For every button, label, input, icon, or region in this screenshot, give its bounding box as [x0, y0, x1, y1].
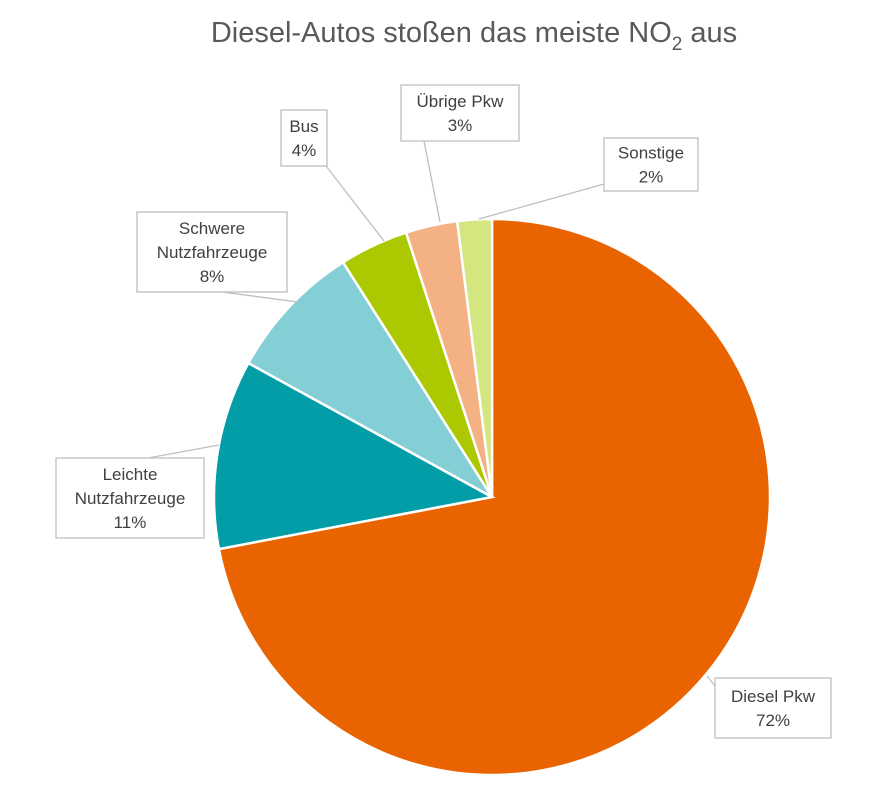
data-label-1: Leichte Nutzfahrzeuge 11%	[55, 457, 205, 539]
data-label-value-3: 4%	[292, 141, 317, 160]
data-label-name-4-0: Übrige Pkw	[417, 92, 505, 111]
leader-line-5	[478, 183, 605, 220]
pie-slices	[212, 217, 772, 777]
data-label-box-3	[280, 109, 328, 167]
data-label-name-2-0: Schwere	[179, 219, 245, 238]
chart-title-main: Diesel-Autos stoßen das meiste NO	[211, 17, 672, 49]
data-label-box-4	[400, 84, 520, 142]
chart-title-subscript: 2	[672, 34, 683, 55]
data-label-5: Sonstige 2%	[603, 137, 699, 192]
data-label-value-0: 72%	[756, 711, 790, 730]
data-label-4: Übrige Pkw 3%	[400, 84, 520, 142]
data-label-box-1	[55, 457, 205, 539]
data-label-box-0	[714, 677, 832, 739]
leader-line-4	[423, 140, 441, 223]
data-label-value-4: 3%	[448, 116, 473, 135]
data-label-0: Diesel Pkw 72%	[714, 677, 832, 739]
leader-line-3	[304, 165, 385, 242]
data-labels: Diesel Pkw 72% Leichte Nutzfahrzeuge 11% Schw…	[55, 84, 832, 739]
pie-slice-5	[455, 217, 494, 498]
data-label-box-5	[603, 137, 699, 192]
leader-line-1	[147, 444, 220, 459]
data-label-name-1-0: Leichte	[103, 465, 158, 484]
data-label-box-2	[136, 211, 288, 293]
data-label-name-2-1: Nutzfahrzeuge	[157, 243, 268, 262]
data-label-3: Bus 4%	[280, 109, 328, 167]
data-label-value-1: 11%	[114, 513, 147, 532]
leader-line-0	[706, 675, 716, 687]
pie-slice-1	[212, 361, 496, 551]
chart-title: Diesel-Autos stoßen das meiste NO2 aus	[211, 17, 737, 55]
chart-title-suffix: aus	[682, 17, 737, 49]
pie-slice-2	[246, 260, 494, 499]
data-label-2: Schwere Nutzfahrzeuge 8%	[136, 211, 288, 293]
data-label-name-1-1: Nutzfahrzeuge	[75, 489, 186, 508]
data-label-value-2: 8%	[200, 267, 225, 286]
leader-line-2	[221, 291, 299, 303]
data-label-name-3-0: Bus	[289, 117, 318, 136]
data-label-name-0-0: Diesel Pkw	[731, 687, 816, 706]
data-label-name-5-0: Sonstige	[618, 144, 684, 163]
data-label-value-5: 2%	[639, 168, 664, 187]
